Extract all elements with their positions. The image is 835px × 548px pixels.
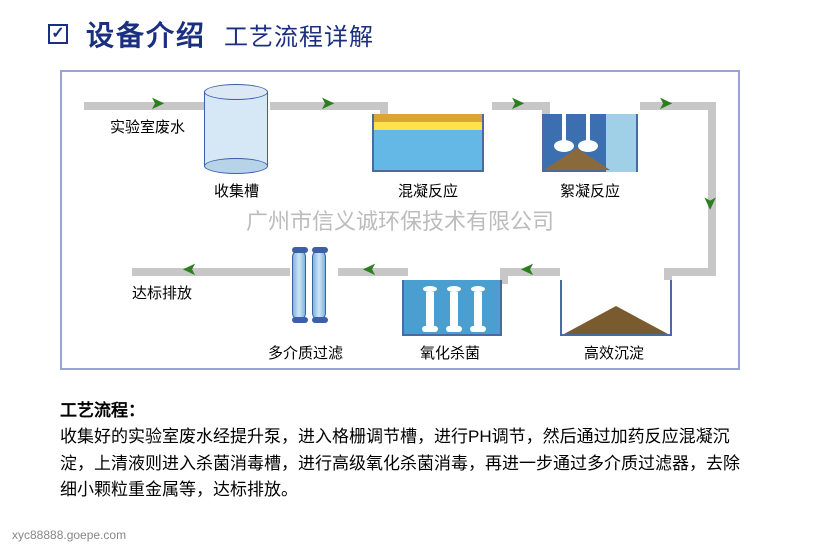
node-label-mix: 混凝反应 <box>398 180 458 201</box>
bubbler-icon <box>474 292 482 326</box>
stirrer-icon <box>586 104 590 146</box>
description-body: 收集好的实验室废水经提升泵，进入格栅调节槽，进行PH调节，然后通过加药反应混凝沉… <box>60 427 740 499</box>
node-label-filter: 多介质过滤 <box>268 342 343 363</box>
node-oxidize <box>402 280 502 336</box>
node-label-collector: 收集槽 <box>214 180 259 201</box>
flow-arrow-icon: ➤ <box>702 195 720 210</box>
node-collector <box>204 92 268 166</box>
flow-arrow-icon: ➤ <box>182 260 197 278</box>
node-label-floc: 絮凝反应 <box>560 180 620 201</box>
watermark-text: 广州市信义诚环保技术有限公司 <box>246 204 554 236</box>
bubbler-icon <box>450 292 458 326</box>
flow-arrow-icon: ➤ <box>150 94 165 112</box>
pipe <box>708 102 716 272</box>
flow-arrow-icon: ➤ <box>320 94 335 112</box>
flow-arrow-icon: ➤ <box>362 260 377 278</box>
node-label-output: 达标排放 <box>132 282 192 303</box>
title-sub: 工艺流程详解 <box>224 17 374 52</box>
pipe <box>84 102 204 110</box>
stirrer-icon <box>562 104 566 146</box>
flow-arrow-icon: ➤ <box>510 94 525 112</box>
flow-arrow-icon: ➤ <box>520 260 535 278</box>
node-mix <box>372 114 484 172</box>
node-label-input: 实验室废水 <box>110 116 185 137</box>
title-main: 设备介绍 <box>86 14 206 54</box>
node-filter <box>292 250 326 320</box>
pipe <box>640 102 716 110</box>
checkbox-icon: ✓ <box>48 24 68 44</box>
description-title: 工艺流程： <box>60 401 145 420</box>
flow-arrow-icon: ➤ <box>658 94 673 112</box>
footer-url: xyc88888.goepe.com <box>12 528 126 542</box>
node-label-oxidize: 氧化杀菌 <box>420 342 480 363</box>
process-diagram: 广州市信义诚环保技术有限公司 ➤ ➤ ➤ ➤ ➤ ➤ ➤ ➤ 实验室废水 收集槽… <box>60 70 740 370</box>
bubbler-icon <box>426 292 434 326</box>
pipe <box>132 268 290 276</box>
header: ✓ 设备介绍 工艺流程详解 <box>0 0 835 54</box>
node-sediment <box>560 280 672 336</box>
node-floc <box>542 114 638 172</box>
description-block: 工艺流程： 收集好的实验室废水经提升泵，进入格栅调节槽，进行PH调节，然后通过加… <box>60 398 740 503</box>
node-label-sediment: 高效沉淀 <box>584 342 644 363</box>
